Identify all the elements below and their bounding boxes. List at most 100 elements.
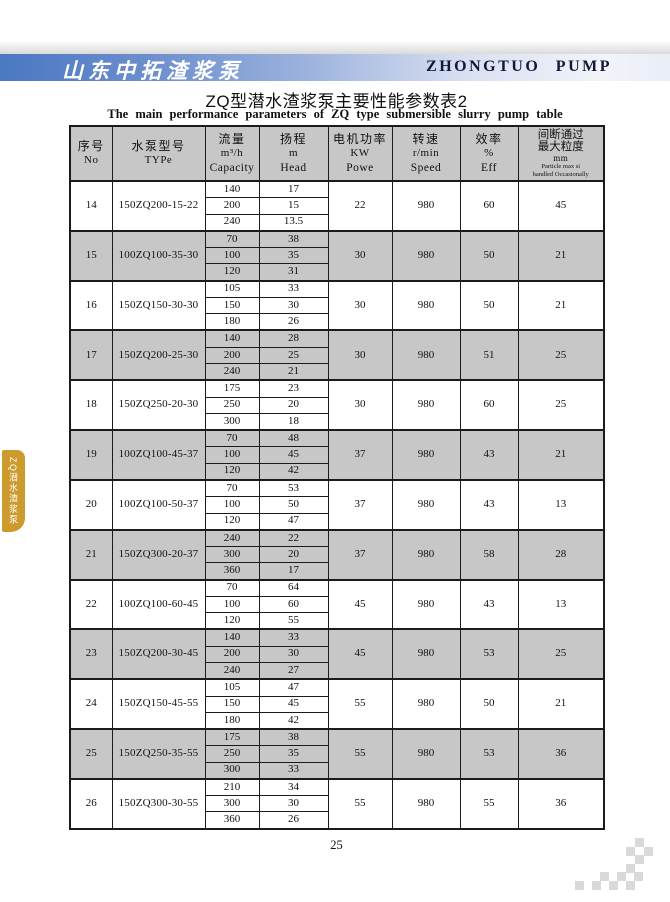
cell-capacity: 120 <box>204 263 260 282</box>
cell-capacity: 120 <box>204 462 260 481</box>
page-title-en: The main performance parameters of ZQ ty… <box>107 107 563 121</box>
cell-head: 26 <box>258 811 329 830</box>
cell-type: 100ZQ100-35-30 <box>111 229 206 282</box>
cell-head: 34 <box>258 777 329 797</box>
cell-particle: 36 <box>517 728 605 780</box>
motif-square <box>626 880 635 890</box>
cell-capacity: 100 <box>204 247 260 265</box>
cell-head: 30 <box>258 296 329 315</box>
table-row: 17 150ZQ200-25-30 140 28 30 980 51 25 <box>69 329 605 381</box>
side-tab-zq-pump: ZQ潜水渣浆泵 <box>2 450 25 532</box>
cell-capacity: 105 <box>204 279 260 298</box>
table-row: 240 13.5 <box>70 213 604 232</box>
cell-power: 55 <box>327 678 393 730</box>
checker-motif <box>565 834 660 896</box>
table-row: 20 100ZQ100-50-37 70 53 37 980 43 13 <box>69 478 605 531</box>
table-row: 16 150ZQ150-30-30 105 33 30 980 50 21 <box>69 279 605 331</box>
cell-no: 19 <box>69 429 113 481</box>
cell-head: 38 <box>258 728 329 747</box>
cell-no: 18 <box>69 379 113 431</box>
cell-capacity: 250 <box>204 745 260 763</box>
cell-head: 25 <box>258 346 329 365</box>
cell-type: 150ZQ250-20-30 <box>111 379 206 431</box>
table-header: 序号 No 水泵型号 TYPe 流量 m³/h Capacity 扬程 m Head 电机功率 KW P… <box>69 125 605 182</box>
cell-capacity: 100 <box>204 496 260 514</box>
cell-head: 38 <box>258 229 329 249</box>
table-row: 18 150ZQ250-20-30 175 23 30 980 60 25 <box>69 379 605 431</box>
cell-capacity: 175 <box>204 379 260 398</box>
table-row: 240 21 <box>70 363 604 381</box>
cell-head: 55 <box>258 612 329 630</box>
cell-no: 17 <box>69 329 113 381</box>
col-header-speed: 转速 r/min Speed <box>391 125 461 182</box>
brand-logo-cn: 山东中拓渣浆泵 <box>62 59 244 83</box>
cell-power: 37 <box>327 478 393 531</box>
cell-head: 53 <box>258 478 329 498</box>
cell-speed: 980 <box>391 578 461 630</box>
cell-particle: 13 <box>517 578 605 630</box>
cell-capacity: 300 <box>204 761 260 780</box>
motif-square <box>592 880 601 890</box>
cell-speed: 980 <box>391 429 461 481</box>
cell-eff: 53 <box>459 728 519 780</box>
cell-power: 30 <box>327 229 393 282</box>
side-tab-label: ZQ潜水渣浆泵 <box>8 457 18 525</box>
cell-power: 30 <box>327 279 393 331</box>
cell-capacity: 140 <box>204 180 260 199</box>
cell-head: 45 <box>258 695 329 713</box>
col-header-no: 序号 No <box>69 125 113 182</box>
table-row: 200 30 <box>70 645 604 663</box>
cell-capacity: 175 <box>204 728 260 747</box>
col-header-power: 电机功率 KW Powe <box>327 125 393 182</box>
cell-eff: 50 <box>459 678 519 730</box>
cell-no: 15 <box>69 229 113 282</box>
cell-type: 150ZQ150-30-30 <box>111 279 206 331</box>
table-row: 200 15 <box>70 197 604 215</box>
cell-head: 22 <box>258 528 329 548</box>
cell-particle: 21 <box>517 429 605 481</box>
cell-head: 20 <box>258 396 329 414</box>
cell-head: 27 <box>258 661 329 680</box>
cell-head: 50 <box>258 496 329 514</box>
table-row: 150 45 <box>70 695 604 713</box>
table-row: 100 50 <box>70 496 604 514</box>
table-row: 300 20 <box>70 546 604 564</box>
cell-capacity: 105 <box>204 678 260 697</box>
cell-power: 37 <box>327 429 393 481</box>
cell-eff: 55 <box>459 777 519 830</box>
cell-capacity: 70 <box>204 478 260 498</box>
cell-head: 15 <box>258 197 329 215</box>
cell-speed: 980 <box>391 678 461 730</box>
cell-type: 150ZQ150-45-55 <box>111 678 206 730</box>
cell-speed: 980 <box>391 379 461 431</box>
cell-head: 30 <box>258 645 329 663</box>
motif-square <box>600 872 609 881</box>
cell-head: 21 <box>258 363 329 381</box>
cell-no: 23 <box>69 628 113 680</box>
cell-capacity: 140 <box>204 628 260 647</box>
cell-eff: 60 <box>459 379 519 431</box>
page-number: 25 <box>330 838 343 852</box>
cell-speed: 980 <box>391 628 461 680</box>
cell-power: 30 <box>327 379 393 431</box>
cell-head: 23 <box>258 379 329 398</box>
motif-square <box>635 855 644 864</box>
cell-capacity: 300 <box>204 546 260 564</box>
cell-head: 17 <box>258 562 329 581</box>
cell-power: 45 <box>327 628 393 680</box>
motif-square <box>617 872 626 881</box>
cell-capacity: 150 <box>204 695 260 713</box>
cell-head: 47 <box>258 678 329 697</box>
cell-head: 42 <box>258 711 329 730</box>
cell-eff: 51 <box>459 329 519 381</box>
cell-speed: 980 <box>391 478 461 531</box>
cell-particle: 36 <box>517 777 605 830</box>
cell-capacity: 70 <box>204 429 260 448</box>
cell-particle: 21 <box>517 229 605 282</box>
cell-capacity: 200 <box>204 346 260 365</box>
cell-power: 55 <box>327 728 393 780</box>
motif-square <box>575 880 584 890</box>
table-row: 23 150ZQ200-30-45 140 33 45 980 53 25 <box>69 628 605 680</box>
cell-capacity: 240 <box>204 661 260 680</box>
